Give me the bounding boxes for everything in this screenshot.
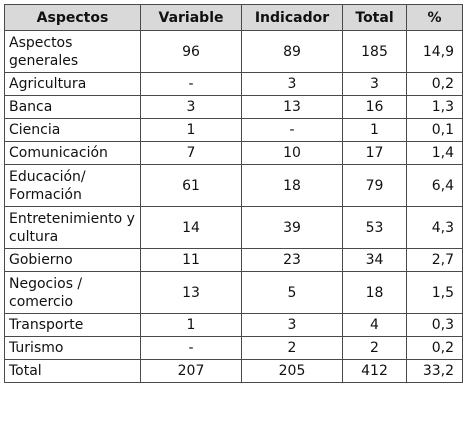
cell-total: 53 — [342, 206, 407, 249]
cell-indicador: - — [241, 118, 343, 142]
table-row: Ciencia 1 - 1 0,1 — [4, 118, 463, 142]
table-row: Negocios / comercio 13 5 18 1,5 — [4, 271, 463, 314]
header-aspectos: Aspectos — [4, 4, 141, 31]
table-row: Comunicación 7 10 17 1,4 — [4, 141, 463, 165]
cell-aspecto: Entretenimiento y cultura — [4, 206, 141, 249]
cell-indicador: 3 — [241, 72, 343, 96]
cell-aspecto: Transporte — [4, 313, 141, 337]
cell-aspecto: Banca — [4, 95, 141, 119]
cell-aspecto: Ciencia — [4, 118, 141, 142]
cell-indicador: 205 — [241, 359, 343, 383]
header-variable: Variable — [140, 4, 242, 31]
header-row: Aspectos Variable Indicador Total % — [4, 4, 463, 31]
cell-total: 185 — [342, 30, 407, 73]
cell-indicador: 13 — [241, 95, 343, 119]
cell-variable: 7 — [140, 141, 242, 165]
table-row: Educación/ Formación 61 18 79 6,4 — [4, 164, 463, 207]
header-percent: % — [406, 4, 463, 31]
cell-percent: 0,2 — [406, 72, 463, 96]
cell-indicador: 39 — [241, 206, 343, 249]
cell-total: 1 — [342, 118, 407, 142]
cell-aspecto: Total — [4, 359, 141, 383]
table-row: Agricultura - 3 3 0,2 — [4, 72, 463, 96]
cell-variable: 207 — [140, 359, 242, 383]
cell-percent: 0,3 — [406, 313, 463, 337]
cell-variable: 11 — [140, 248, 242, 272]
cell-percent: 6,4 — [406, 164, 463, 207]
cell-indicador: 89 — [241, 30, 343, 73]
cell-indicador: 3 — [241, 313, 343, 337]
cell-indicador: 23 — [241, 248, 343, 272]
table-row: Gobierno 11 23 34 2,7 — [4, 248, 463, 272]
table-row: Aspectos generales 96 89 185 14,9 — [4, 30, 463, 73]
total-row: Total 207 205 412 33,2 — [4, 359, 463, 383]
cell-total: 4 — [342, 313, 407, 337]
cell-total: 17 — [342, 141, 407, 165]
cell-variable: 1 — [140, 313, 242, 337]
cell-percent: 0,2 — [406, 336, 463, 360]
header-total: Total — [342, 4, 407, 31]
cell-indicador: 10 — [241, 141, 343, 165]
table-row: Turismo - 2 2 0,2 — [4, 336, 463, 360]
header-indicador: Indicador — [241, 4, 343, 31]
cell-indicador: 2 — [241, 336, 343, 360]
cell-aspecto: Aspectos generales — [4, 30, 141, 73]
cell-variable: 13 — [140, 271, 242, 314]
cell-percent: 1,4 — [406, 141, 463, 165]
cell-total: 3 — [342, 72, 407, 96]
cell-percent: 14,9 — [406, 30, 463, 73]
cell-total: 2 — [342, 336, 407, 360]
table-row: Banca 3 13 16 1,3 — [4, 95, 463, 119]
cell-percent: 1,3 — [406, 95, 463, 119]
cell-variable: 96 — [140, 30, 242, 73]
cell-percent: 2,7 — [406, 248, 463, 272]
table-row: Transporte 1 3 4 0,3 — [4, 313, 463, 337]
cell-variable: 14 — [140, 206, 242, 249]
table-row: Entretenimiento y cultura 14 39 53 4,3 — [4, 206, 463, 249]
cell-aspecto: Gobierno — [4, 248, 141, 272]
table-container: Aspectos Variable Indicador Total % Aspe… — [4, 4, 463, 383]
cell-percent: 33,2 — [406, 359, 463, 383]
cell-variable: 61 — [140, 164, 242, 207]
cell-variable: 3 — [140, 95, 242, 119]
cell-aspecto: Turismo — [4, 336, 141, 360]
cell-aspecto: Comunicación — [4, 141, 141, 165]
cell-percent: 0,1 — [406, 118, 463, 142]
cell-variable: - — [140, 72, 242, 96]
cell-total: 34 — [342, 248, 407, 272]
cell-total: 16 — [342, 95, 407, 119]
cell-variable: 1 — [140, 118, 242, 142]
cell-aspecto: Educación/ Formación — [4, 164, 141, 207]
cell-percent: 1,5 — [406, 271, 463, 314]
cell-indicador: 5 — [241, 271, 343, 314]
cell-total: 18 — [342, 271, 407, 314]
cell-indicador: 18 — [241, 164, 343, 207]
aspects-table: Aspectos Variable Indicador Total % Aspe… — [4, 4, 463, 383]
cell-total: 412 — [342, 359, 407, 383]
cell-aspecto: Negocios / comercio — [4, 271, 141, 314]
cell-total: 79 — [342, 164, 407, 207]
cell-percent: 4,3 — [406, 206, 463, 249]
cell-aspecto: Agricultura — [4, 72, 141, 96]
cell-variable: - — [140, 336, 242, 360]
